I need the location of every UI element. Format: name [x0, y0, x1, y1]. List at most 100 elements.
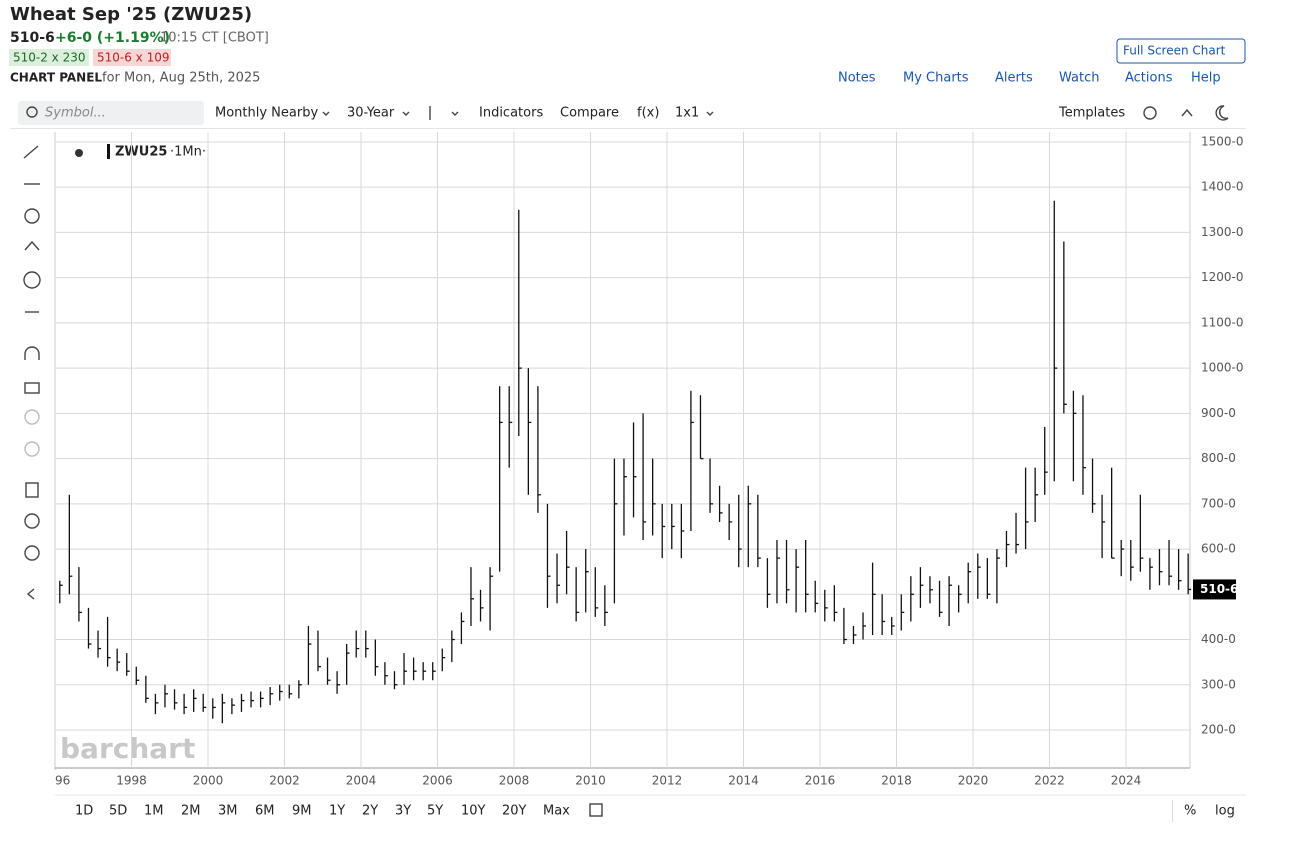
y-tick-label: 1500-0 [1201, 134, 1244, 148]
zoom-out[interactable] [24, 545, 40, 561]
dropdown-chevron[interactable] [322, 111, 330, 116]
y-tick-label: 700-0 [1201, 496, 1236, 510]
nav-link[interactable]: Alerts [995, 71, 1033, 86]
title: Wheat Sep '25 (ZWU25) [10, 4, 252, 25]
nav-link[interactable]: Notes [838, 71, 876, 86]
templates[interactable]: Templates [1058, 106, 1125, 121]
x-tick-label: 2006 [422, 774, 453, 788]
x-tick-label: 2004 [346, 774, 377, 788]
search-icon [26, 106, 38, 118]
toolbar-border [10, 128, 1246, 129]
nav-link[interactable]: My Charts [903, 71, 969, 86]
divider [1172, 800, 1173, 822]
bottom-option[interactable]: % [1184, 804, 1196, 819]
x-tick-label: 2018 [881, 774, 912, 788]
change: +6-0 (+1.19%) [55, 30, 170, 46]
ask: 510-6 x 109 [97, 51, 170, 65]
time: 10:15 CT [CBOT] [160, 31, 269, 46]
y-tick-label: 1000-0 [1201, 361, 1244, 375]
dropdown-chevron[interactable] [706, 111, 714, 116]
delete-tool[interactable] [25, 482, 39, 498]
y-tick-label: 800-0 [1201, 451, 1236, 465]
lock-tool[interactable] [24, 382, 40, 394]
redo[interactable] [24, 441, 40, 457]
x-tick-label: 96 [55, 774, 70, 788]
full-screen-label[interactable]: Full Screen Chart [1123, 44, 1226, 58]
collapse-icon[interactable] [1181, 108, 1193, 117]
range-button[interactable]: 3M [218, 804, 238, 819]
symbol-placeholder[interactable]: Symbol... [45, 106, 106, 121]
watermark: barchart [60, 732, 195, 765]
zoom-in[interactable] [24, 513, 40, 529]
ask-bg [93, 49, 171, 66]
toolbar-item[interactable]: f(x) [637, 106, 659, 121]
range-button[interactable]: 2M [181, 804, 201, 819]
line-tool[interactable] [23, 145, 39, 159]
panel-date: for Mon, Aug 25th, 2025 [102, 71, 260, 86]
bottom-option[interactable]: log [1215, 804, 1235, 819]
x-tick-label: 1998 [116, 774, 147, 788]
toolbar-item[interactable]: 1x1 [675, 106, 699, 121]
price: 510-6 [10, 30, 55, 46]
y-tick-label: 900-0 [1201, 406, 1236, 420]
symbol-box[interactable] [18, 101, 204, 125]
dropdown-chevron[interactable] [402, 111, 410, 116]
x-tick-label: 2020 [958, 774, 989, 788]
last-price-box [1193, 579, 1236, 600]
last-price-label: 510-6 [1200, 582, 1238, 596]
range-button[interactable]: 9M [292, 804, 312, 819]
eye-icon[interactable] [75, 149, 83, 157]
y-tick-label: 400-0 [1201, 632, 1236, 646]
y-tick-label: 600-0 [1201, 542, 1236, 556]
x-tick-label: 2014 [728, 774, 759, 788]
range-button[interactable]: 3Y [395, 804, 411, 819]
y-tick-label: 1400-0 [1201, 180, 1244, 194]
toolbar-item[interactable]: Monthly Nearby [215, 106, 318, 121]
nav-link[interactable]: Actions [1125, 71, 1173, 86]
range-button[interactable]: 6M [255, 804, 275, 819]
range-button[interactable]: 5Y [427, 804, 443, 819]
range-button[interactable]: 1D [75, 804, 93, 819]
bid-bg [9, 49, 89, 66]
collapse-tools[interactable] [26, 588, 35, 600]
magnet-tool[interactable] [24, 346, 40, 360]
toolbar-item[interactable]: 30-Year [347, 106, 395, 121]
range-button[interactable]: 20Y [502, 804, 527, 819]
left-tools [23, 145, 41, 600]
dropdown-chevron[interactable] [451, 111, 459, 116]
range-button[interactable]: Max [543, 804, 570, 819]
panel-label: CHART PANEL [10, 71, 102, 85]
x-tick-label: 2012 [652, 774, 683, 788]
undo[interactable] [24, 409, 40, 425]
range-button[interactable]: 2Y [362, 804, 378, 819]
range-button[interactable]: 1Y [329, 804, 345, 819]
x-tick-label: 2010 [575, 774, 606, 788]
range-button[interactable]: 5D [109, 804, 127, 819]
toolbar-item[interactable]: Indicators [479, 106, 543, 121]
nav-link[interactable]: Watch [1059, 71, 1099, 86]
y-tick-label: 1200-0 [1201, 270, 1244, 284]
calendar-icon[interactable] [589, 803, 603, 817]
x-tick-label: 2008 [499, 774, 530, 788]
range-button[interactable]: 1M [144, 804, 164, 819]
annotate-tool[interactable] [23, 271, 41, 289]
range-button[interactable]: 10Y [461, 804, 486, 819]
nav-link[interactable]: Help [1191, 71, 1221, 86]
theme-icon[interactable] [1215, 105, 1229, 121]
arrow-tool[interactable] [24, 240, 40, 251]
x-tick-label: 2000 [193, 774, 224, 788]
y-tick-label: 1300-0 [1201, 225, 1244, 239]
settings-icon[interactable] [1143, 106, 1157, 120]
legend-interval: ·1Mn· [170, 145, 206, 160]
x-tick-label: 2002 [269, 774, 300, 788]
toolbar-item[interactable]: Compare [560, 106, 619, 121]
x-tick-label: 2016 [805, 774, 836, 788]
shape-tool[interactable] [24, 208, 40, 224]
legend-swatch [107, 144, 110, 159]
y-tick-label: 1100-0 [1201, 315, 1244, 329]
bid: 510-2 x 230 [13, 51, 86, 65]
x-tick-label: 2022 [1034, 774, 1065, 788]
full-screen-button[interactable] [1116, 38, 1246, 64]
